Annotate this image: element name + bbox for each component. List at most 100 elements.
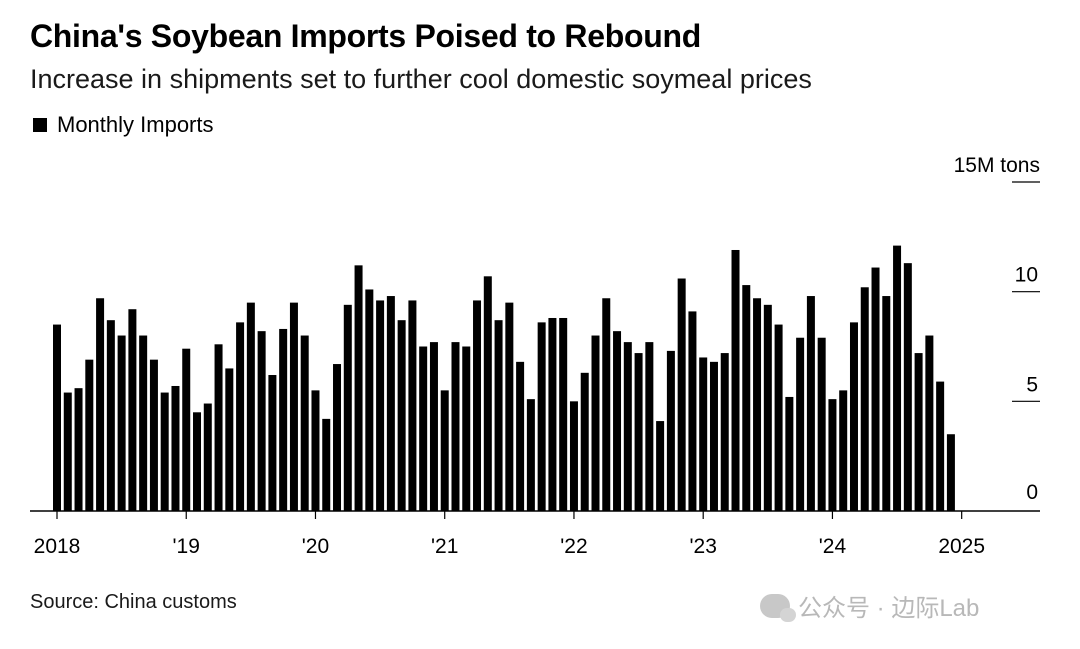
bar bbox=[365, 289, 374, 511]
bar bbox=[516, 361, 525, 511]
bar bbox=[731, 249, 740, 512]
x-tick-label: '20 bbox=[302, 535, 329, 558]
bar bbox=[268, 375, 277, 511]
bar bbox=[279, 328, 288, 511]
bar bbox=[699, 357, 708, 511]
x-tick-label: 2025 bbox=[938, 535, 985, 558]
chart-subtitle: Increase in shipments set to further coo… bbox=[30, 64, 812, 94]
bar bbox=[828, 399, 837, 511]
bar bbox=[429, 342, 438, 511]
bar bbox=[925, 335, 934, 511]
bar bbox=[63, 392, 72, 511]
bar bbox=[537, 322, 546, 511]
bar bbox=[85, 359, 94, 511]
bar bbox=[289, 302, 298, 511]
bar bbox=[817, 337, 826, 511]
bar bbox=[160, 392, 169, 511]
x-tick-label: '23 bbox=[690, 535, 717, 558]
bar bbox=[742, 285, 751, 511]
bar bbox=[483, 276, 492, 511]
bar bbox=[720, 353, 729, 511]
legend: Monthly Imports bbox=[33, 112, 214, 138]
x-tick-label: '21 bbox=[431, 535, 458, 558]
bar bbox=[753, 298, 762, 511]
bar bbox=[602, 298, 611, 511]
bar bbox=[117, 335, 126, 511]
bar bbox=[473, 300, 482, 511]
y-tick-label: 0 bbox=[1026, 481, 1038, 504]
bar bbox=[322, 418, 331, 511]
bar bbox=[139, 335, 148, 511]
bar bbox=[203, 403, 212, 511]
bar bbox=[645, 342, 654, 511]
bar bbox=[96, 298, 105, 511]
bar bbox=[440, 390, 449, 511]
bar bbox=[559, 317, 568, 511]
bar bbox=[613, 331, 622, 511]
bar bbox=[849, 322, 858, 511]
bar bbox=[53, 324, 61, 511]
bar bbox=[300, 335, 309, 511]
bar bbox=[666, 350, 675, 511]
bar bbox=[591, 335, 600, 511]
y-tick-label: 5 bbox=[1026, 373, 1038, 396]
bar bbox=[860, 287, 869, 511]
watermark: 公众号 · 边际Lab bbox=[760, 588, 979, 623]
bar bbox=[548, 317, 557, 511]
bar bbox=[343, 304, 352, 511]
bar bbox=[106, 320, 115, 511]
bar bbox=[236, 322, 245, 511]
bar bbox=[257, 331, 266, 511]
bar bbox=[246, 302, 255, 511]
bar bbox=[580, 372, 589, 511]
bar bbox=[936, 381, 945, 511]
watermark-text: 公众号 · 边际Lab bbox=[798, 595, 980, 622]
bar bbox=[806, 296, 815, 511]
bar bbox=[214, 344, 223, 511]
x-tick-label: 2018 bbox=[34, 535, 81, 558]
bar bbox=[419, 346, 428, 511]
bar bbox=[871, 267, 880, 511]
source-note: Source: China customs bbox=[30, 591, 237, 613]
bar bbox=[882, 296, 891, 511]
y-tick-label: 10 bbox=[1015, 264, 1038, 287]
legend-label: Monthly Imports bbox=[57, 112, 214, 137]
bar bbox=[903, 263, 912, 511]
bar bbox=[182, 348, 191, 511]
bar bbox=[74, 388, 83, 511]
bar bbox=[149, 359, 158, 511]
bar bbox=[677, 278, 686, 511]
bar bbox=[462, 346, 471, 511]
bar bbox=[688, 311, 697, 511]
bar bbox=[494, 320, 503, 511]
bar bbox=[839, 390, 848, 511]
y-tick-label: 15M tons bbox=[954, 154, 1040, 177]
chart-title: China's Soybean Imports Poised to Reboun… bbox=[30, 18, 701, 54]
bar bbox=[774, 324, 783, 511]
x-tick-label: '24 bbox=[819, 535, 847, 558]
bar bbox=[569, 401, 578, 511]
x-tick-label: '22 bbox=[560, 535, 587, 558]
bar bbox=[634, 353, 643, 511]
bar bbox=[225, 368, 234, 511]
bar bbox=[333, 364, 342, 511]
bar bbox=[763, 304, 772, 511]
bar bbox=[526, 399, 535, 511]
bar bbox=[386, 296, 395, 511]
bar bbox=[311, 390, 320, 511]
bar bbox=[408, 300, 417, 511]
bar bbox=[193, 412, 202, 511]
bar bbox=[451, 342, 460, 511]
bar bbox=[785, 396, 794, 511]
bar bbox=[128, 309, 137, 511]
bar bbox=[505, 302, 514, 511]
wechat-icon bbox=[760, 593, 796, 622]
bar bbox=[171, 385, 180, 511]
bar bbox=[709, 361, 718, 511]
legend-swatch bbox=[33, 118, 47, 132]
bar bbox=[354, 265, 363, 511]
bar bbox=[376, 300, 385, 511]
bar bbox=[914, 353, 923, 511]
bar bbox=[893, 245, 902, 512]
